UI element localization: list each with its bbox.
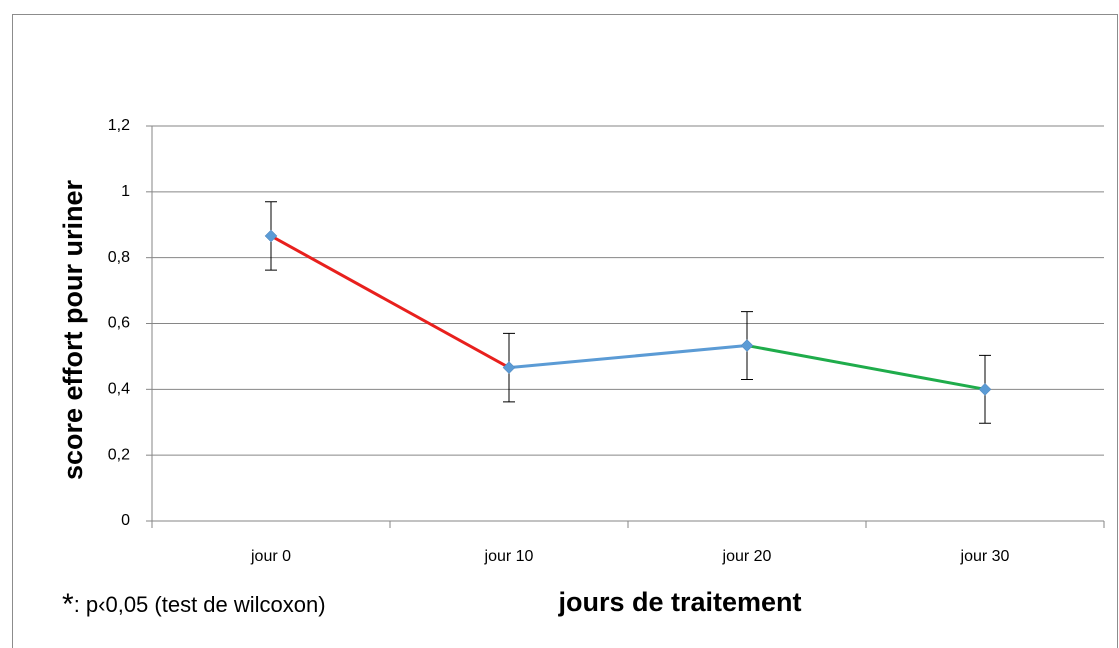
y-tick-label: 0,2 [108, 446, 130, 463]
y-tick-label: 1,2 [108, 117, 130, 134]
y-tick-label: 0,8 [108, 249, 130, 266]
marker [264, 229, 278, 243]
y-tick-label: 1 [121, 183, 130, 200]
x-tick-label: jour 0 [250, 548, 291, 565]
marker [502, 361, 516, 374]
y-tick-label: 0 [121, 512, 130, 529]
annotation-text: : p‹0,05 (test de wilcoxon) [74, 592, 326, 617]
y-axis-label: score effort pour uriner [58, 179, 88, 480]
x-tick-label: jour 20 [722, 548, 772, 565]
marker [740, 339, 754, 352]
x-tick-label: jour 10 [484, 548, 534, 565]
line-segment [746, 344, 986, 391]
line-segment [270, 234, 510, 369]
x-axis-label: jours de traitement [557, 587, 801, 617]
chart-border [12, 14, 1118, 648]
line-segment [508, 344, 748, 370]
marker [978, 382, 992, 396]
y-tick-label: 0,6 [108, 315, 130, 332]
annotation-marker: * [62, 588, 74, 621]
x-tick-label: jour 30 [960, 548, 1010, 565]
annotation: *: p‹0,05 (test de wilcoxon) [62, 588, 326, 621]
y-tick-label: 0,4 [108, 381, 130, 398]
